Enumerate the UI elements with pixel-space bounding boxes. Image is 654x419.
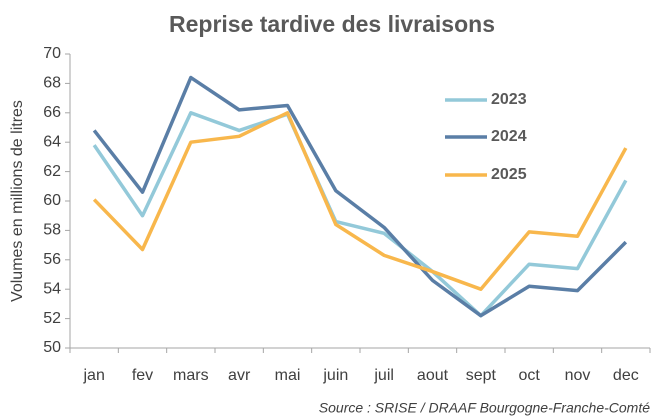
x-tick-label: aout [417, 367, 449, 384]
x-tick-label: avr [228, 367, 251, 384]
x-tick-label: juil [373, 367, 394, 384]
y-tick-label: 68 [43, 75, 61, 92]
y-tick-label: 50 [43, 339, 61, 356]
legend-label: 2024 [491, 128, 527, 145]
series-line [92, 111, 628, 318]
legend-label: 2023 [491, 91, 527, 108]
y-tick-label: 60 [43, 192, 61, 209]
y-tick-label: 64 [43, 133, 61, 150]
chart-title: Reprise tardive des livraisons [169, 11, 495, 37]
series-line [92, 75, 628, 318]
x-tick-label: fev [132, 367, 153, 384]
y-tick-label: 70 [43, 45, 61, 62]
y-tick-label: 52 [43, 310, 61, 327]
x-tick-label: sept [466, 367, 497, 384]
source: Source : SRISE / DRAAF Bourgogne-Franche… [319, 400, 650, 416]
legend-label: 2025 [491, 166, 527, 183]
x-tick-label: oct [518, 367, 540, 384]
y-tick-label: 58 [43, 222, 61, 239]
y-axis-label: Volumes en millions de litres [9, 100, 26, 302]
y-tick-label: 66 [43, 104, 61, 121]
x-tick-label: juin [322, 367, 348, 384]
x-tick-label: jan [82, 367, 104, 384]
series-line [92, 111, 628, 291]
y-tick-label: 54 [43, 280, 61, 297]
y-tick-label: 56 [43, 251, 61, 268]
y-tick-label: 62 [43, 163, 61, 180]
x-tick-label: nov [565, 367, 591, 384]
x-tick-label: mai [275, 367, 301, 384]
x-tick-label: mars [173, 367, 209, 384]
x-tick-label: dec [613, 367, 639, 384]
